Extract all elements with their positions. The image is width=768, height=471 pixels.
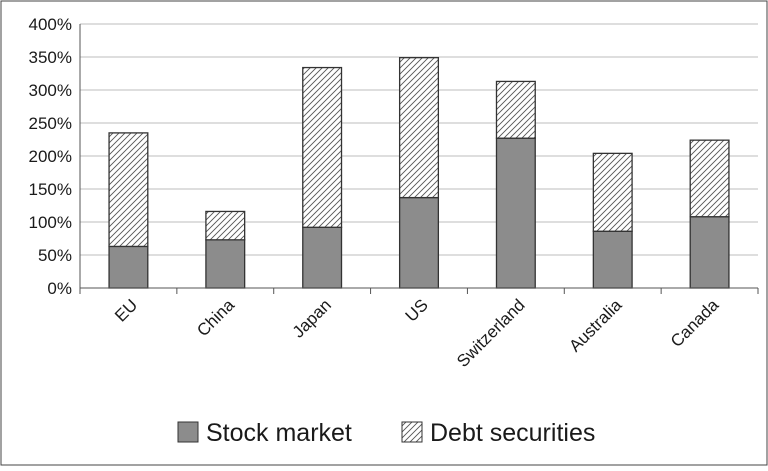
bar-us-stock-market [398,196,440,289]
y-tick-label: 0% [47,279,72,298]
legend-label-stock-market: Stock market [206,419,352,447]
y-tick-label: 50% [38,246,72,265]
legend: Stock market Debt securities [177,419,595,447]
bar-japan-stock-market [302,226,343,289]
y-tick-label: 400% [29,15,72,34]
bar-switzerland-stock-market [495,137,536,289]
y-tick-label: 100% [29,213,72,232]
bar-canada-stock-market [689,216,730,289]
y-axis-tick-labels: 0% 50% 100% 150% 200% 250% 300% 350% 400% [29,15,72,298]
bar-china-debt-securities [205,210,246,241]
bar-australia-debt-securities [592,152,633,232]
bar-canada-debt-securities [689,139,730,218]
bar-eu-debt-securities [108,132,149,248]
y-tick-label: 350% [29,48,72,67]
bar-china-stock-market [205,239,246,289]
y-tick-label: 200% [29,147,72,166]
bar-japan-debt-securities [302,66,343,228]
bar-us-debt-securities [398,57,440,199]
bar-eu-stock-market [108,245,149,289]
legend-label-debt-securities: Debt securities [430,419,595,447]
y-tick-label: 300% [29,81,72,100]
y-tick-label: 250% [29,114,72,133]
y-tick-label: 150% [29,180,72,199]
axes [79,24,759,294]
bar-switzerland-debt-securities [495,80,536,139]
bar-australia-stock-market [592,230,633,289]
bars [108,57,730,289]
legend-swatch-debt-securities [401,421,423,443]
legend-swatch-stock-market [177,421,199,443]
